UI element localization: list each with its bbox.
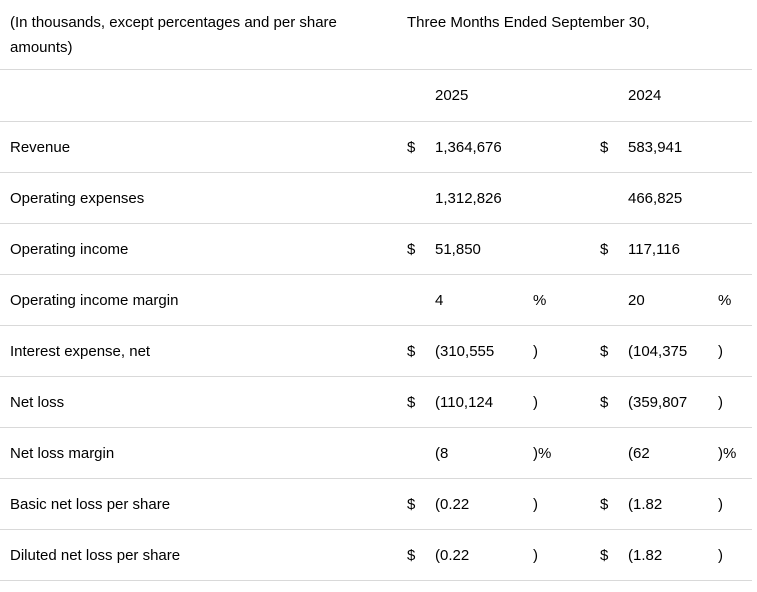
table-header-row: (In thousands, except percentages and pe… [0,0,752,70]
value-2025: 1,312,826 [435,189,502,207]
row-label: Net loss margin [10,444,115,462]
table-row: Interest expense, net $ (310,555 ) $ (10… [0,326,752,377]
value-2025: 1,364,676 [435,138,502,156]
suffix-2025: ) [533,495,538,513]
currency-symbol-2025: $ [407,393,416,411]
value-2024: (62 [628,444,650,462]
currency-symbol-2025: $ [407,546,416,564]
currency-symbol-2025: $ [407,138,416,156]
currency-symbol-2024: $ [600,495,609,513]
year-column-2025: 2025 [435,87,469,104]
value-2025: 51,850 [435,240,481,258]
table-row: Operating income $ 51,850 $ 117,116 [0,224,752,275]
row-label: Revenue [10,138,71,156]
value-2025: (110,124 [435,393,494,411]
period-header: Three Months Ended September 30, [407,14,650,31]
row-label: Diluted net loss per share [10,546,181,564]
suffix-2024: ) [718,546,723,564]
financial-results-table: (In thousands, except percentages and pe… [0,0,752,581]
suffix-2025: ) [533,546,538,564]
suffix-2024: % [718,291,732,309]
row-label: Basic net loss per share [10,495,171,513]
currency-symbol-2024: $ [600,240,609,258]
table-row: Revenue $ 1,364,676 $ 583,941 [0,122,752,173]
row-label: Interest expense, net [10,342,151,360]
value-2025: (310,555 [435,342,495,360]
row-label: Operating income [10,240,129,258]
currency-symbol-2025: $ [407,240,416,258]
suffix-2025: ) [533,342,538,360]
currency-symbol-2024: $ [600,546,609,564]
value-2025: (0.22 [435,546,470,564]
year-header-row: 2025 2024 [0,70,752,122]
suffix-2025: )% [533,444,552,462]
suffix-2024: )% [718,444,737,462]
value-2025: (8 [435,444,449,462]
table-row: Diluted net loss per share $ (0.22 ) $ (… [0,530,752,581]
table-row: Operating expenses 1,312,826 466,825 [0,173,752,224]
currency-symbol-2024: $ [600,138,609,156]
row-label: Operating income margin [10,291,179,309]
value-2025: (0.22 [435,495,470,513]
suffix-2024: ) [718,393,723,411]
value-2024: (359,807 [628,393,688,411]
value-2024: 583,941 [628,138,683,156]
table-body: Revenue $ 1,364,676 $ 583,941 Operating … [0,122,752,581]
value-2024: (1.82 [628,495,663,513]
suffix-2025: % [533,291,547,309]
table-row: Net loss $ (110,124 ) $ (359,807 ) [0,377,752,428]
table-caption: (In thousands, except percentages and pe… [10,14,337,56]
row-label: Operating expenses [10,189,145,207]
suffix-2025: ) [533,393,538,411]
value-2024: 117,116 [628,240,680,258]
row-label: Net loss [10,393,65,411]
table-row: Net loss margin (8 )% (62 )% [0,428,752,479]
currency-symbol-2024: $ [600,393,609,411]
value-2024: (1.82 [628,546,663,564]
currency-symbol-2025: $ [407,495,416,513]
table-row: Basic net loss per share $ (0.22 ) $ (1.… [0,479,752,530]
year-column-2024: 2024 [628,87,662,104]
currency-symbol-2024: $ [600,342,609,360]
currency-symbol-2025: $ [407,342,416,360]
value-2024: (104,375 [628,342,688,360]
suffix-2024: ) [718,495,723,513]
value-2024: 466,825 [628,189,683,207]
value-2025: 4 [435,291,444,309]
value-2024: 20 [628,291,645,309]
suffix-2024: ) [718,342,723,360]
table-row: Operating income margin 4 % 20 % [0,275,752,326]
